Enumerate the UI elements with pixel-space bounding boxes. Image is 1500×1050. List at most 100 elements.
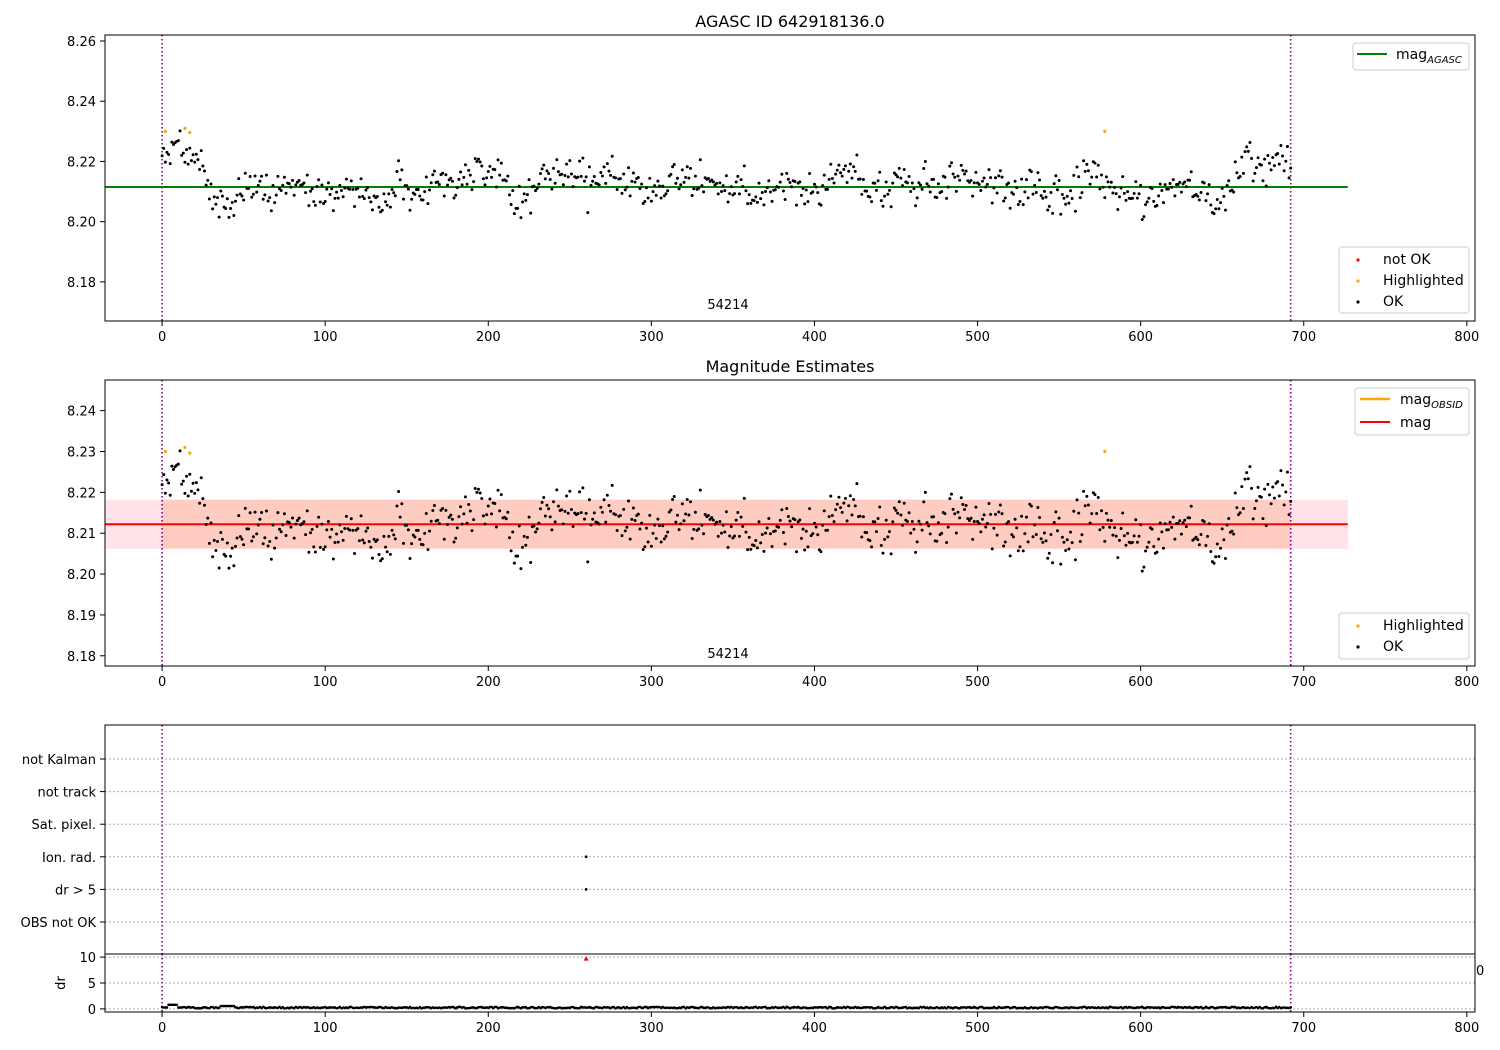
ok-point: [684, 512, 688, 516]
ok-point: [476, 157, 480, 161]
ok-point: [799, 536, 803, 540]
ok-point: [1008, 554, 1012, 558]
ok-point: [1007, 181, 1011, 185]
ok-point: [724, 174, 728, 178]
ok-point: [605, 162, 609, 166]
highlighted-point: [183, 445, 187, 450]
ok-point: [1117, 538, 1121, 542]
ok-point: [631, 171, 635, 175]
ok-point: [406, 528, 410, 532]
ok-point: [186, 494, 190, 498]
ok-point: [1233, 491, 1237, 495]
ok-point: [353, 551, 357, 555]
ok-point: [392, 191, 396, 195]
ok-point: [641, 547, 645, 551]
ok-point: [803, 202, 807, 206]
ok-point: [609, 509, 613, 513]
ok-point: [625, 525, 629, 529]
ok-point: [481, 177, 485, 181]
ok-point: [552, 500, 556, 504]
ok-point: [915, 196, 919, 200]
ok-point: [256, 183, 260, 187]
ok-point: [644, 526, 648, 530]
ok-point: [276, 174, 280, 178]
ok-point: [455, 526, 459, 530]
ok-point: [447, 515, 451, 519]
ok-point: [837, 163, 841, 167]
ok-point: [1196, 194, 1200, 198]
highlighted-point: [188, 130, 192, 135]
ok-point: [1018, 200, 1022, 204]
ok-point: [600, 510, 604, 514]
ok-point: [1086, 503, 1090, 507]
panel1-line-legend: magAGASC: [1352, 42, 1470, 71]
ok-point: [465, 182, 469, 186]
ok-point: [1108, 185, 1112, 189]
ok-point: [1101, 185, 1105, 189]
ok-point: [1075, 498, 1079, 502]
ok-point: [553, 181, 557, 185]
x-tick-label: 800: [1454, 330, 1479, 345]
ok-point: [723, 530, 727, 534]
ok-point: [366, 526, 370, 530]
ok-point: [379, 559, 383, 563]
ok-point: [335, 190, 339, 194]
ok-point: [1183, 180, 1187, 184]
ok-point: [1277, 162, 1281, 166]
ok-point: [583, 517, 586, 521]
ok-point: [641, 202, 645, 206]
ok-point: [219, 530, 223, 534]
ok-point: [357, 195, 361, 199]
ok-point: [615, 188, 619, 192]
ok-point: [441, 506, 445, 510]
ok-point: [540, 500, 544, 504]
x-tick-label: 500: [965, 1021, 990, 1036]
ok-point: [902, 167, 906, 171]
ok-point: [874, 530, 878, 534]
ok-point: [1070, 541, 1074, 545]
ok-point: [1243, 150, 1247, 154]
ok-point: [1250, 486, 1254, 490]
ok-point: [799, 193, 803, 197]
ok-point: [317, 178, 321, 182]
panel1-points: [160, 129, 1293, 222]
ok-point: [569, 507, 573, 511]
ok-point: [509, 203, 513, 207]
ok-point: [548, 515, 552, 519]
ok-point: [767, 179, 771, 183]
ok-point: [747, 535, 751, 539]
ok-point: [377, 205, 381, 209]
ok-point: [521, 200, 525, 204]
ok-point: [923, 490, 927, 494]
ok-point: [715, 181, 719, 185]
ok-point: [452, 540, 456, 544]
dr-point: [1289, 1006, 1293, 1009]
ok-point: [248, 174, 252, 178]
ok-point: [1117, 195, 1121, 199]
ok-point: [1220, 186, 1224, 190]
ok-point: [852, 498, 856, 502]
ok-point: [649, 199, 653, 203]
ok-point: [555, 488, 559, 492]
ok-point: [1253, 506, 1257, 510]
ok-point: [589, 523, 593, 527]
ok-point: [532, 524, 536, 528]
ok-point: [729, 525, 733, 529]
ok-point: [858, 514, 862, 518]
ok-point: [1245, 145, 1249, 149]
ok-point: [281, 183, 285, 187]
ok-point: [1011, 535, 1015, 539]
ok-point: [344, 177, 348, 181]
ok-point: [421, 198, 425, 202]
ok-point: [726, 200, 730, 204]
dr-point: [175, 1003, 179, 1007]
ok-point: [1060, 535, 1064, 539]
ok-point: [847, 504, 851, 508]
ok-point: [481, 514, 485, 518]
ok-point: [1069, 530, 1073, 534]
ok-point: [967, 519, 971, 523]
ok-point: [680, 502, 684, 506]
ok-point: [1034, 532, 1038, 536]
ok-point: [377, 553, 381, 557]
